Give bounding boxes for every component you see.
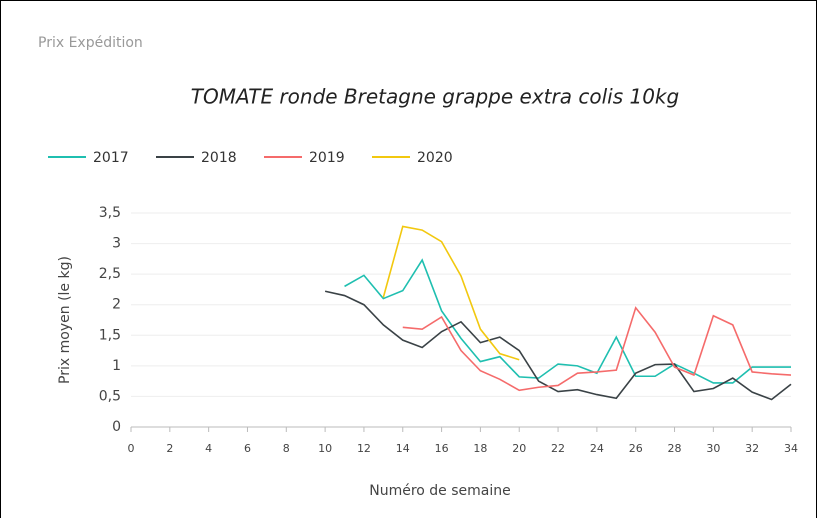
series-line <box>324 290 792 401</box>
x-tick-label: 10 <box>318 442 332 455</box>
x-tick-label: 30 <box>706 442 720 455</box>
y-tick-label: 3,5 <box>99 205 121 221</box>
x-tick-label: 20 <box>512 442 526 455</box>
x-tick-label: 2 <box>166 442 173 455</box>
x-tick-label: 6 <box>244 442 251 455</box>
x-tick-label: 22 <box>551 442 565 455</box>
chart-title: TOMATE ronde Bretagne grappe extra colis… <box>191 85 679 109</box>
y-tick-label: 0,5 <box>99 388 121 404</box>
legend-label: 2017 <box>93 150 129 166</box>
x-tick-label: 24 <box>590 442 604 455</box>
y-tick-label: 3 <box>112 236 121 252</box>
y-tick-label: 1 <box>112 358 121 374</box>
y-tick-label: 2,5 <box>99 266 121 282</box>
panel-title: Prix Expédition <box>38 35 143 51</box>
x-tick-label: 32 <box>745 442 759 455</box>
legend-label: 2018 <box>201 150 237 166</box>
y-axis-label: Prix moyen (le kg) <box>57 256 73 384</box>
legend-label: 2019 <box>309 150 345 166</box>
x-tick-label: 16 <box>435 442 449 455</box>
y-tick-label: 2 <box>112 297 121 313</box>
x-tick-label: 18 <box>473 442 487 455</box>
y-tick-label: 0 <box>112 419 121 435</box>
x-tick-label: 28 <box>668 442 682 455</box>
x-tick-label: 26 <box>629 442 643 455</box>
series-line <box>382 225 520 361</box>
legend-label: 2020 <box>417 150 453 166</box>
x-tick-label: 0 <box>128 442 135 455</box>
series-line <box>344 258 791 384</box>
x-tick-label: 12 <box>357 442 371 455</box>
x-tick-label: 34 <box>784 442 798 455</box>
x-tick-label: 14 <box>396 442 410 455</box>
x-tick-label: 8 <box>283 442 290 455</box>
series-line <box>402 306 792 392</box>
x-tick-label: 4 <box>205 442 212 455</box>
x-axis-label: Numéro de semaine <box>369 483 511 499</box>
y-tick-label: 1,5 <box>99 327 121 343</box>
